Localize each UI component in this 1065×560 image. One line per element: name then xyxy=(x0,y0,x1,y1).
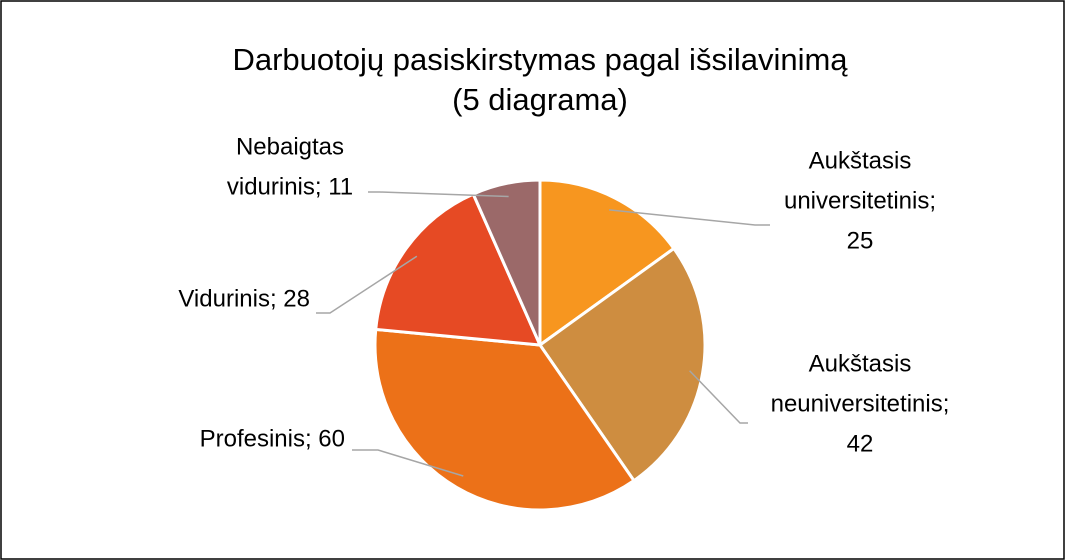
pie-slice xyxy=(537,246,707,483)
data-label: Vidurinis; 28 xyxy=(178,285,310,312)
data-label: Profesinis; 60 xyxy=(200,425,345,452)
pie-slice xyxy=(471,178,542,346)
data-label: 42 xyxy=(847,430,874,457)
leader-line xyxy=(352,449,464,477)
data-label: vidurinis; 11 xyxy=(227,173,353,200)
data-label: Nebaigtas xyxy=(236,133,344,160)
pie-slice xyxy=(373,327,637,512)
chart-subtitle: (5 diagrama) xyxy=(452,82,628,117)
leader-line xyxy=(316,255,418,314)
leader-line xyxy=(609,209,770,226)
pie-slice xyxy=(374,192,543,347)
data-label: neuniversitetinis; xyxy=(771,390,950,417)
pie-slice xyxy=(538,178,676,348)
chart-title: Darbuotojų pasiskirstymas pagal išsilavi… xyxy=(232,42,848,77)
data-label: Aukštasis xyxy=(809,350,912,377)
data-label: 25 xyxy=(847,227,874,254)
leader-line xyxy=(689,370,748,424)
data-label: universitetinis; xyxy=(784,187,936,214)
data-label: Aukštasis xyxy=(809,147,912,174)
leader-line xyxy=(368,191,509,198)
